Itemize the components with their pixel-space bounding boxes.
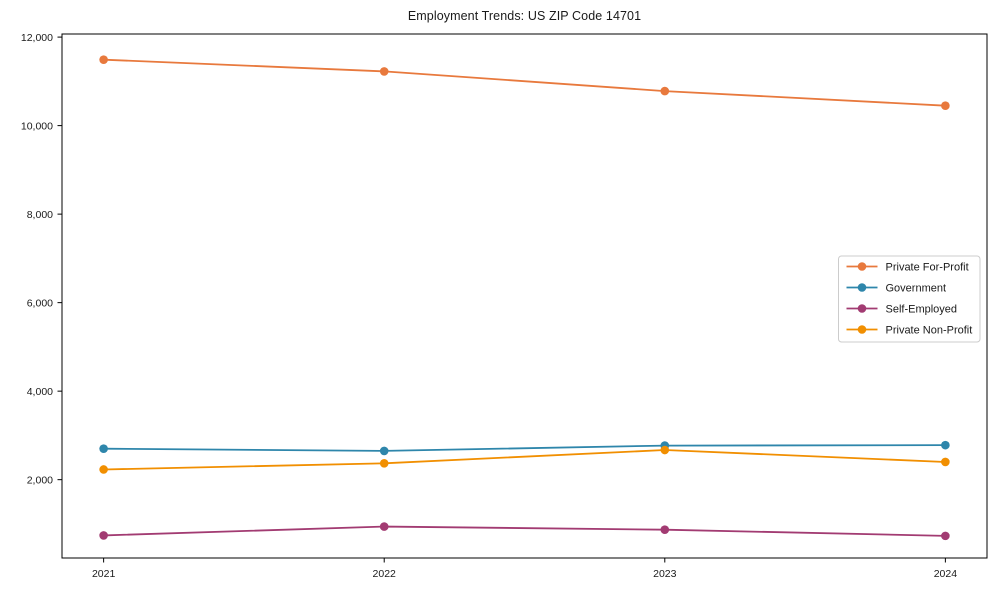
y-tick-label: 6,000 <box>27 297 53 309</box>
y-tick-label: 4,000 <box>27 386 53 398</box>
series-line <box>102 58 947 107</box>
legend-marker-dot <box>857 325 867 334</box>
legend-label: Government <box>886 282 947 294</box>
data-point-marker <box>99 55 108 64</box>
x-tick-label: 2024 <box>934 568 958 580</box>
legend-marker-dot <box>857 262 867 271</box>
data-point-marker <box>941 440 950 450</box>
y-tick-label: 12,000 <box>21 32 53 44</box>
data-point-marker <box>941 531 950 541</box>
series-line <box>102 449 947 471</box>
y-tick-label: 2,000 <box>27 474 53 486</box>
legend-label: Private For-Profit <box>886 261 969 273</box>
chart-title: Employment Trends: US ZIP Code 14701 <box>407 9 642 23</box>
series-line <box>102 444 947 452</box>
data-point-marker <box>99 444 108 453</box>
data-point-marker <box>660 445 670 455</box>
data-point-marker <box>941 457 950 467</box>
legend-label: Self-Employed <box>886 303 958 315</box>
data-point-marker <box>379 67 389 76</box>
data-point-marker <box>379 446 389 456</box>
x-tick-label: 2021 <box>92 568 116 580</box>
data-point-marker <box>660 86 670 96</box>
series-line <box>102 525 947 537</box>
plot-border <box>61 33 988 559</box>
legend-marker-dot <box>857 304 867 313</box>
x-tick-label: 2023 <box>653 568 677 580</box>
legend-marker-dot <box>857 283 867 292</box>
data-point-marker <box>660 525 670 534</box>
data-point-marker <box>99 465 108 474</box>
data-point-marker <box>379 458 389 468</box>
y-tick-label: 8,000 <box>27 209 53 221</box>
legend-box <box>838 255 981 343</box>
data-point-marker <box>941 101 950 110</box>
data-point-marker <box>99 531 108 540</box>
legend-label: Private Non-Profit <box>886 324 973 336</box>
y-tick-label: 10,000 <box>21 120 53 132</box>
x-tick-label: 2022 <box>373 568 397 580</box>
data-point-marker <box>379 522 389 531</box>
